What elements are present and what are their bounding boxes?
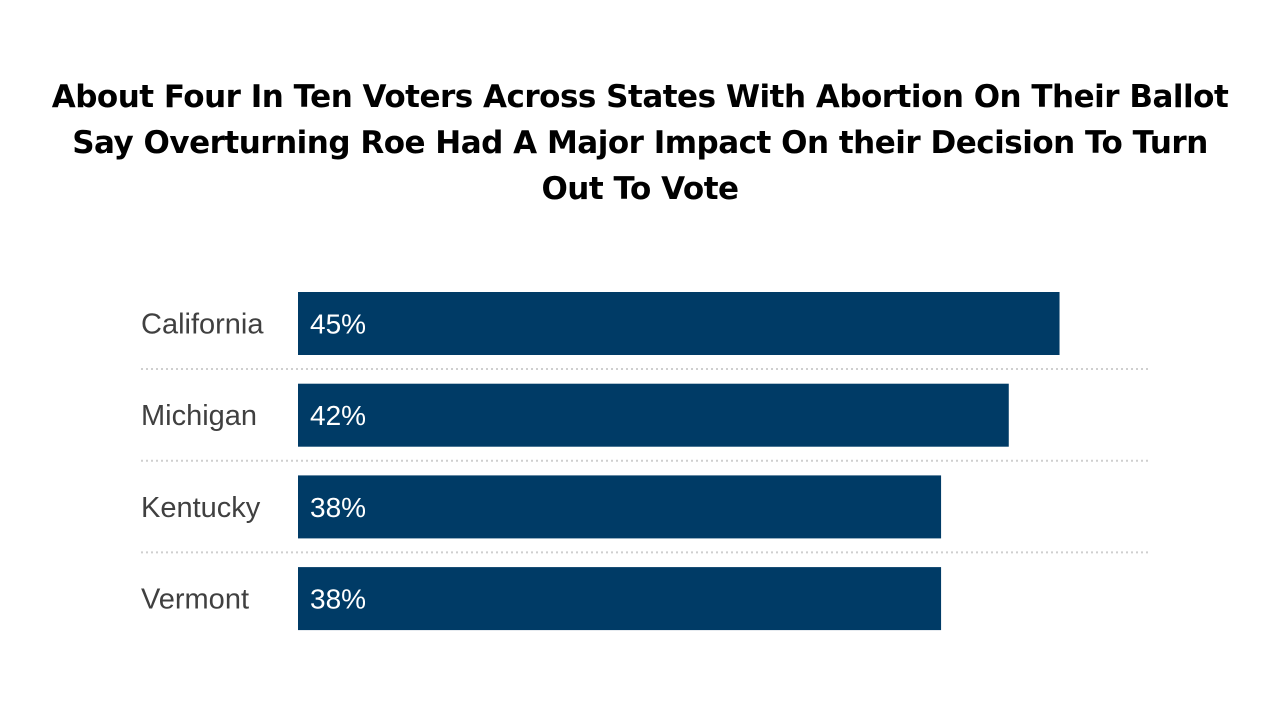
chart-title: About Four In Ten Voters Across States W… bbox=[51, 79, 1229, 207]
data-label: 38% bbox=[310, 584, 366, 615]
data-label: 42% bbox=[310, 400, 366, 431]
category-label: Michigan bbox=[141, 400, 257, 432]
chart-rows: California 45% Michigan 42% Kentucky 38% Vermo… bbox=[141, 292, 1150, 631]
category-label: Vermont bbox=[141, 584, 249, 616]
category-label: California bbox=[141, 309, 264, 341]
bar bbox=[298, 567, 942, 631]
data-label: 38% bbox=[310, 492, 366, 523]
category-label: Kentucky bbox=[141, 492, 261, 524]
bar bbox=[298, 383, 1009, 447]
bar bbox=[298, 475, 942, 539]
data-label: 45% bbox=[310, 309, 366, 340]
bar bbox=[298, 292, 1060, 355]
